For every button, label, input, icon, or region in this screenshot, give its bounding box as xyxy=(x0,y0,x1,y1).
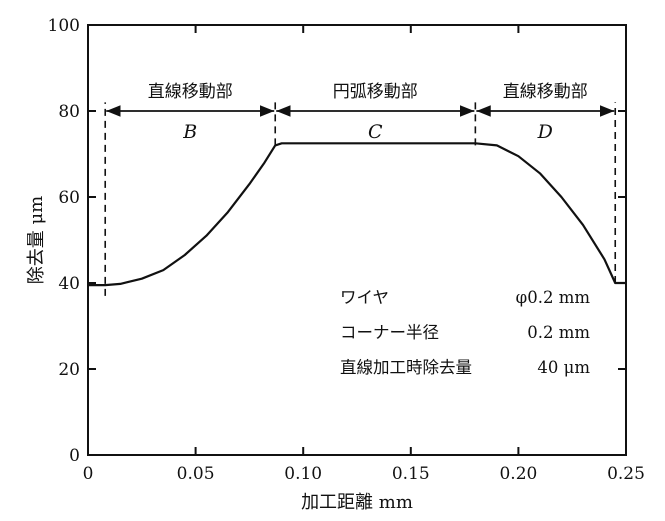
annotation-label: ワイヤ xyxy=(340,288,389,307)
annotation-value: 0.2 mm xyxy=(527,323,590,342)
y-tick-label: 0 xyxy=(69,446,80,466)
annotation-label: 直線加工時除去量 xyxy=(340,358,472,377)
x-tick-label: 0.25 xyxy=(607,464,645,484)
region-label: 円弧移動部 xyxy=(333,82,418,102)
y-tick-label: 100 xyxy=(48,16,80,36)
y-tick-label: 80 xyxy=(58,102,80,122)
y-axis-title: 除去量 μm xyxy=(26,196,47,285)
series-line xyxy=(88,142,626,287)
plot-frame xyxy=(87,24,627,456)
x-tick-label: 0 xyxy=(83,464,94,484)
annotation-label: コーナー半径 xyxy=(340,323,439,342)
x-tick-label: 0.15 xyxy=(392,464,430,484)
segment-letter: D xyxy=(537,121,553,143)
y-tick-label: 20 xyxy=(58,360,80,380)
x-tick-label: 0.10 xyxy=(284,464,322,484)
region-label: 直線移動部 xyxy=(148,82,233,102)
y-tick-label: 60 xyxy=(58,188,80,208)
annotation-value: φ0.2 mm xyxy=(516,288,591,307)
x-axis-title: 加工距離 mm xyxy=(301,492,413,513)
x-tick-label: 0.05 xyxy=(177,464,215,484)
region-label: 直線移動部 xyxy=(503,82,588,102)
annotation-value: 40 μm xyxy=(537,358,590,377)
x-tick-label: 0.20 xyxy=(499,464,537,484)
y-tick-label: 40 xyxy=(58,274,80,294)
segment-letter: C xyxy=(368,121,383,143)
segment-letter: B xyxy=(182,121,197,143)
